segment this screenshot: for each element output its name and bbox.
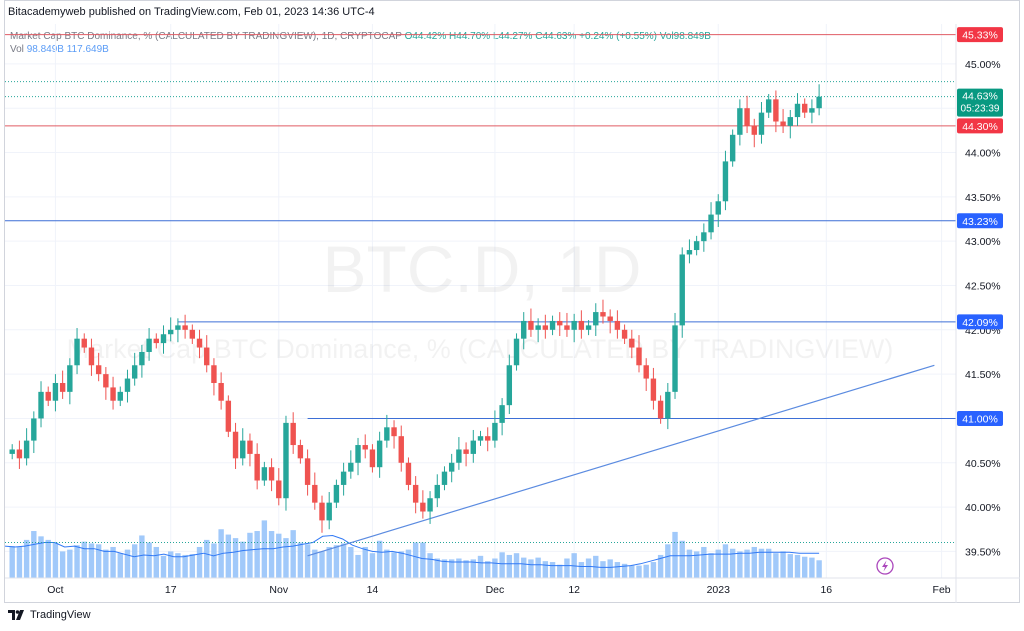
symbol-description[interactable]: Market Cap BTC Dominance, % (CALCULATED … xyxy=(10,31,402,42)
volume-value: Vol98.849B xyxy=(659,31,711,42)
volume-amount: 98.849B xyxy=(26,44,64,55)
high-value: H44.70% xyxy=(449,31,491,42)
open-value: O44.42% xyxy=(404,31,447,42)
volume-legend: Vol 98.849B 117.649B xyxy=(10,44,109,55)
volume-ma-amount: 117.649B xyxy=(66,44,109,55)
change-value: +0.24% (+0.55%) xyxy=(579,31,657,42)
volume-label[interactable]: Vol xyxy=(10,44,24,55)
tradingview-logo-icon xyxy=(8,610,24,620)
tradingview-brand: TradingView xyxy=(30,609,91,621)
low-value: L44.27% xyxy=(492,31,533,42)
close-value: C44.63% xyxy=(535,31,577,42)
publish-header: Bitacademyweb published on TradingView.c… xyxy=(8,6,375,18)
symbol-legend: Market Cap BTC Dominance, % (CALCULATED … xyxy=(10,31,711,42)
tradingview-footer[interactable]: TradingView xyxy=(8,609,91,621)
chart-frame xyxy=(4,0,1020,603)
